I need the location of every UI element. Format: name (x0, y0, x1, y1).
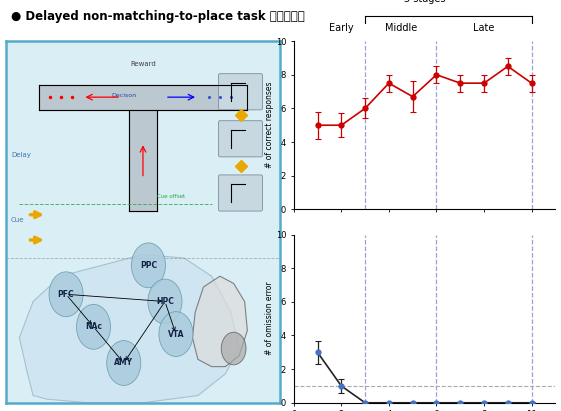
Text: 3 stages: 3 stages (404, 0, 445, 4)
Circle shape (131, 243, 165, 288)
Text: Middle: Middle (385, 23, 417, 33)
Circle shape (159, 312, 193, 356)
FancyBboxPatch shape (219, 74, 263, 110)
Text: Early: Early (329, 23, 353, 33)
Circle shape (148, 279, 182, 324)
Polygon shape (19, 254, 239, 403)
Text: Late: Late (473, 23, 495, 33)
Circle shape (76, 305, 111, 349)
FancyBboxPatch shape (219, 175, 263, 211)
Circle shape (221, 332, 246, 365)
Circle shape (49, 272, 83, 317)
Text: PPC: PPC (140, 261, 157, 270)
Text: Cue: Cue (11, 217, 25, 223)
Text: Delay: Delay (11, 152, 31, 158)
Text: NAc: NAc (85, 322, 102, 331)
Y-axis label: # of omission error: # of omission error (265, 282, 274, 356)
Text: Decison: Decison (111, 93, 136, 98)
Y-axis label: # of correct responses: # of correct responses (265, 82, 274, 169)
Polygon shape (192, 276, 247, 367)
Text: VTA: VTA (168, 330, 184, 339)
FancyBboxPatch shape (219, 121, 263, 157)
Text: AMY: AMY (114, 358, 134, 367)
Text: HPC: HPC (156, 297, 174, 306)
Text: PFC: PFC (58, 290, 75, 299)
Text: Cue offset: Cue offset (157, 194, 185, 199)
Text: ● Delayed non-matching-to-place task 훈련단계별: ● Delayed non-matching-to-place task 훈련단… (11, 10, 305, 23)
Circle shape (107, 341, 141, 386)
Text: Reward: Reward (130, 61, 156, 67)
